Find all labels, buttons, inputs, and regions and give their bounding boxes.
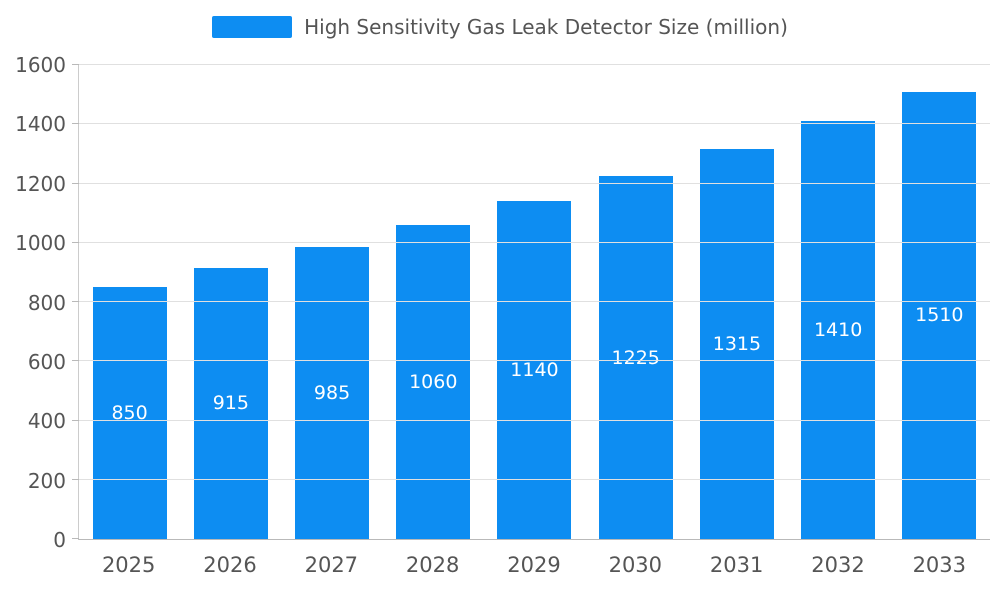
- bar-value-label: 1140: [510, 359, 559, 382]
- gridline: [79, 64, 990, 65]
- y-axis-tick: [72, 538, 79, 539]
- x-axis: 2025 2026 2027 2028 2029 2030 2031 2032 2033: [78, 553, 990, 577]
- y-axis-tick: [72, 182, 79, 184]
- y-axis-tick: [72, 478, 79, 480]
- y-axis-tick: [72, 301, 79, 302]
- bar-2030[interactable]: 1225: [598, 176, 673, 539]
- x-tick-label: 2025: [101, 553, 156, 577]
- bars-row: 850 915 985 1060 1140 1225 1315 1410 1510: [79, 65, 990, 539]
- x-tick-label: 2026: [203, 553, 257, 577]
- bar-slot: 850: [79, 65, 180, 539]
- chart-title: High Sensitivity Gas Leak Detector Size …: [304, 15, 788, 39]
- bar-slot: 985: [281, 65, 382, 539]
- gridline: [79, 478, 990, 480]
- y-tick-label: 800: [27, 290, 66, 315]
- gridline: [79, 419, 990, 421]
- y-tick-label: 1400: [15, 112, 66, 137]
- bar-2028[interactable]: 1060: [396, 224, 471, 539]
- bar-slot: 915: [180, 65, 281, 539]
- gridline: [79, 301, 990, 302]
- y-axis: 0 200 400 600 800 1000 1200 1400 1600: [0, 53, 66, 552]
- x-tick-label: 2031: [709, 553, 764, 577]
- bar-2032[interactable]: 1410: [801, 121, 876, 539]
- x-tick-label: 2032: [811, 553, 865, 577]
- bar-slot: 1060: [383, 65, 484, 539]
- x-tick-label: 2027: [304, 553, 359, 577]
- gridline: [79, 241, 990, 243]
- bar-slot: 1510: [889, 65, 990, 539]
- y-axis-tick: [72, 419, 79, 421]
- y-axis-tick: [72, 241, 79, 243]
- bar-value-label: 1060: [409, 370, 458, 393]
- bar-value-label: 915: [212, 392, 249, 415]
- bar-value-label: 985: [313, 382, 351, 405]
- y-tick-label: 200: [27, 468, 66, 493]
- x-tick-label: 2030: [608, 553, 663, 577]
- bar-slot: 1410: [788, 65, 889, 539]
- bar-2033[interactable]: 1510: [902, 91, 977, 539]
- bar-slot: 1140: [484, 65, 585, 539]
- chart-legend[interactable]: High Sensitivity Gas Leak Detector Size …: [0, 14, 1000, 40]
- x-tick-label: 2029: [507, 553, 561, 577]
- plot-area: 850 915 985 1060 1140 1225 1315 1410 1510: [72, 64, 990, 540]
- bar-2025[interactable]: 850: [92, 287, 167, 539]
- y-axis-tick: [72, 360, 79, 362]
- x-tick-label: 2028: [405, 553, 460, 577]
- bar-value-label: 1510: [915, 304, 964, 327]
- x-tick-label: 2033: [912, 553, 967, 577]
- y-axis-tick: [72, 64, 79, 65]
- bar-value-label: 850: [111, 402, 148, 425]
- bar-2031[interactable]: 1315: [699, 149, 774, 539]
- y-tick-label: 1200: [15, 171, 66, 196]
- gridline: [79, 182, 990, 184]
- y-tick-label: 400: [27, 409, 66, 434]
- bar-value-label: 1315: [712, 333, 762, 356]
- bar-2026[interactable]: 915: [193, 267, 268, 539]
- y-tick-label: 1000: [15, 231, 66, 256]
- legend-swatch[interactable]: [212, 16, 293, 38]
- y-tick-label: 600: [27, 349, 66, 374]
- bar-slot: 1315: [686, 65, 787, 539]
- y-tick-label: 1600: [15, 53, 66, 77]
- gridline: [79, 123, 990, 125]
- bar-2027[interactable]: 985: [295, 247, 370, 539]
- bar-slot: 1225: [585, 65, 686, 539]
- bar-value-label: 1410: [813, 319, 863, 342]
- y-tick-label: 0: [53, 528, 66, 552]
- y-axis-tick: [72, 123, 79, 125]
- gridline: [79, 360, 990, 362]
- bar-value-label: 1225: [611, 346, 660, 369]
- bar-2029[interactable]: 1140: [497, 201, 572, 539]
